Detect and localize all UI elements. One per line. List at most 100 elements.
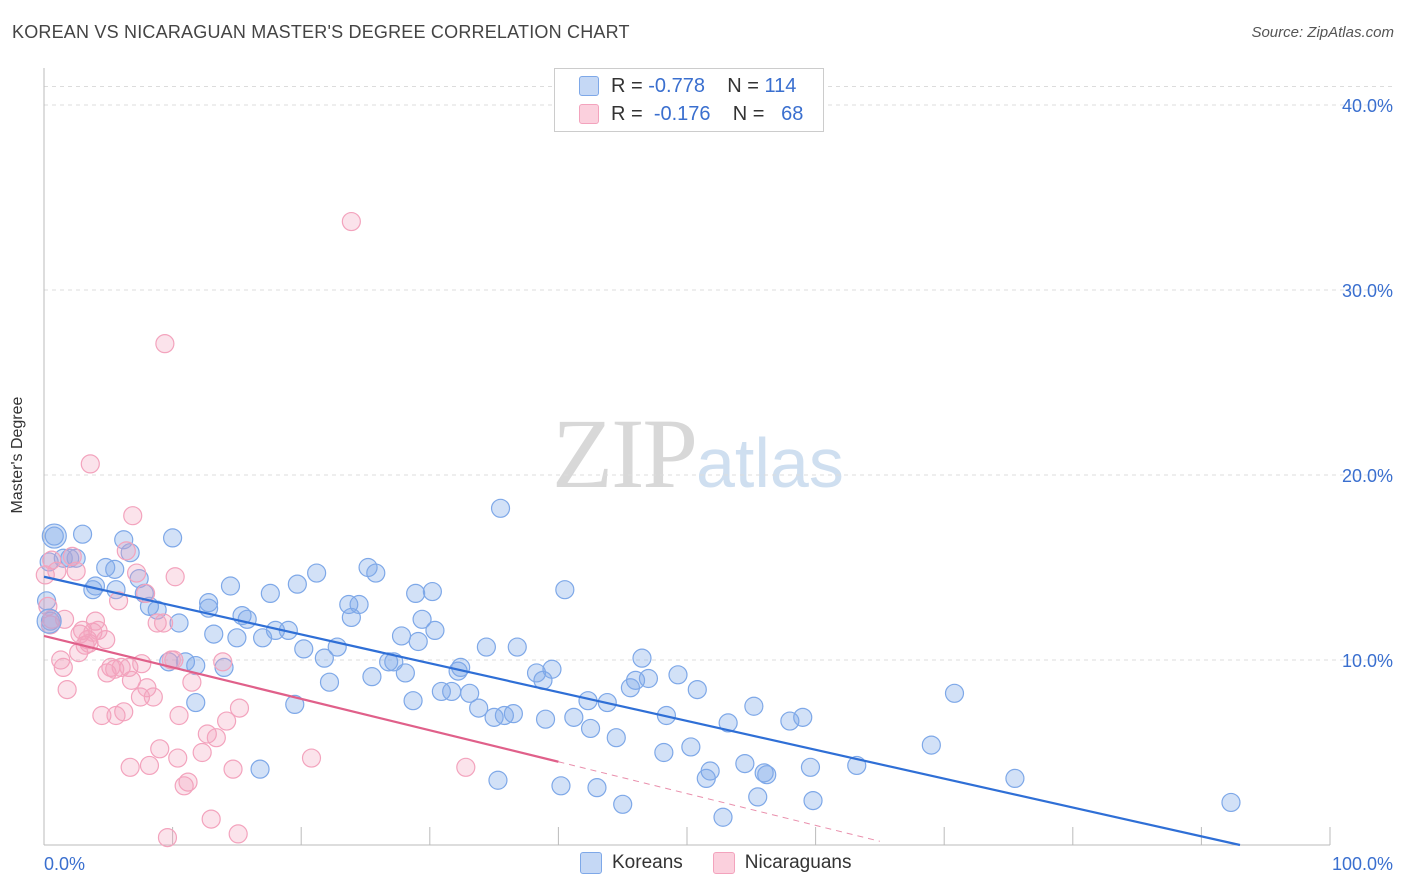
korean-point xyxy=(72,524,93,544)
korean-point xyxy=(199,593,219,613)
legend-n-value: 114 xyxy=(764,74,797,97)
nicaraguan-point xyxy=(126,563,147,583)
nicaraguan-point xyxy=(123,506,143,526)
korean-point xyxy=(718,713,738,733)
korean-point xyxy=(613,794,633,814)
korean-point xyxy=(469,698,489,718)
nicaraguan-point xyxy=(213,652,233,672)
korean-point xyxy=(408,631,428,652)
korean-point xyxy=(285,694,305,715)
y-tick-label: 10.0% xyxy=(1342,651,1393,671)
korean-point xyxy=(800,757,821,777)
nicaraguan-point xyxy=(223,759,243,779)
legend-r-label: R = xyxy=(611,74,643,97)
nicaraguan-point xyxy=(217,711,237,731)
legend-label-koreans: Koreans xyxy=(612,852,683,873)
korean-point xyxy=(366,563,386,583)
korean-point xyxy=(803,790,823,811)
korean-point xyxy=(395,663,415,683)
legend-r-value: -0.778 xyxy=(648,74,705,97)
korean-point xyxy=(451,657,471,678)
korean-point xyxy=(105,559,125,579)
korean-point xyxy=(379,652,399,672)
korean-point xyxy=(488,770,508,790)
nicaraguan-point xyxy=(201,809,221,829)
korean-point xyxy=(526,663,547,683)
korean-point xyxy=(490,498,511,518)
nicaraguan-point xyxy=(206,728,226,748)
legend-item-koreans: Koreans xyxy=(580,852,683,874)
nicaraguan-point xyxy=(120,757,140,777)
korean-point xyxy=(186,692,206,713)
nicaraguan-point xyxy=(54,609,75,629)
korean-point xyxy=(542,659,562,679)
series-legend: Koreans Nicaraguans xyxy=(580,852,881,874)
nicaraguan-point xyxy=(139,755,160,776)
korean-point xyxy=(406,583,426,604)
source-label: Source: ZipAtlas.com xyxy=(1251,24,1394,41)
nicaraguan-point xyxy=(456,757,476,777)
korean-point xyxy=(606,728,626,748)
legend-row-koreans: R = -0.778 N = 114 xyxy=(579,73,796,99)
nicaraguan-point xyxy=(114,702,134,722)
korean-point xyxy=(287,574,307,594)
nicaraguan-point xyxy=(92,705,112,726)
korean-swatch xyxy=(579,76,599,96)
korean-point xyxy=(431,681,451,702)
nicaraguan-point xyxy=(174,776,194,796)
nicaraguan-point xyxy=(178,772,198,792)
nicaraguan-point xyxy=(165,567,185,587)
korean-point xyxy=(1221,792,1241,813)
korean-point xyxy=(422,581,442,602)
korean-point xyxy=(250,759,270,779)
legend-item-nicaraguans: Nicaraguans xyxy=(712,852,851,874)
korean-point-large xyxy=(36,608,62,634)
korean-point xyxy=(237,609,257,629)
korean-point xyxy=(425,620,445,641)
nicaraguan-point xyxy=(228,824,248,844)
korean-point xyxy=(507,637,527,657)
korean-point xyxy=(412,609,432,629)
legend-n-value: 68 xyxy=(781,102,804,125)
korean-point xyxy=(700,761,720,781)
x-tick-label-end: 100.0% xyxy=(1332,854,1393,874)
korean-point xyxy=(793,707,813,727)
nicaraguan-point xyxy=(229,698,250,718)
nicaraguan-point xyxy=(111,657,131,678)
korean-point xyxy=(535,709,556,729)
korean-point xyxy=(460,683,480,703)
korean-point xyxy=(362,667,382,687)
korean-point xyxy=(744,696,764,716)
korean-point xyxy=(307,563,327,583)
korean-point xyxy=(681,737,701,757)
nicaraguan-point xyxy=(147,613,167,633)
nicaraguan-legend-swatch xyxy=(712,852,735,874)
nicaraguan-point xyxy=(80,454,100,474)
korean-point xyxy=(349,594,369,615)
nicaraguan-point xyxy=(155,334,175,354)
nicaraguan-point xyxy=(105,659,125,679)
korean-point xyxy=(713,807,733,827)
korean-point xyxy=(780,711,800,731)
korean-trend-line xyxy=(43,575,1241,847)
nicaraguan-point xyxy=(62,546,82,567)
nicaraguan-point xyxy=(153,613,174,633)
korean-point xyxy=(580,718,601,739)
nicaraguan-point xyxy=(157,827,178,848)
korean-point xyxy=(1005,768,1025,789)
korean-point xyxy=(551,776,571,796)
nicaraguan-point xyxy=(121,670,142,690)
korean-point xyxy=(384,652,404,672)
watermark-zip: ZIP xyxy=(552,398,698,509)
nicaraguan-point xyxy=(168,748,188,768)
chart-title: KOREAN VS NICARAGUAN MASTER'S DEGREE COR… xyxy=(12,22,630,42)
nicaraguan-point xyxy=(57,679,77,700)
watermark: ZIPatlas xyxy=(552,396,844,511)
korean-point xyxy=(204,624,224,644)
y-tick-label: 20.0% xyxy=(1342,466,1393,486)
korean-point xyxy=(44,526,64,546)
legend-row-nicaraguans: R = -0.176 N = 68 xyxy=(579,101,803,127)
korean-legend-swatch xyxy=(580,852,602,874)
korean-point xyxy=(587,778,607,798)
korean-point xyxy=(757,765,777,785)
